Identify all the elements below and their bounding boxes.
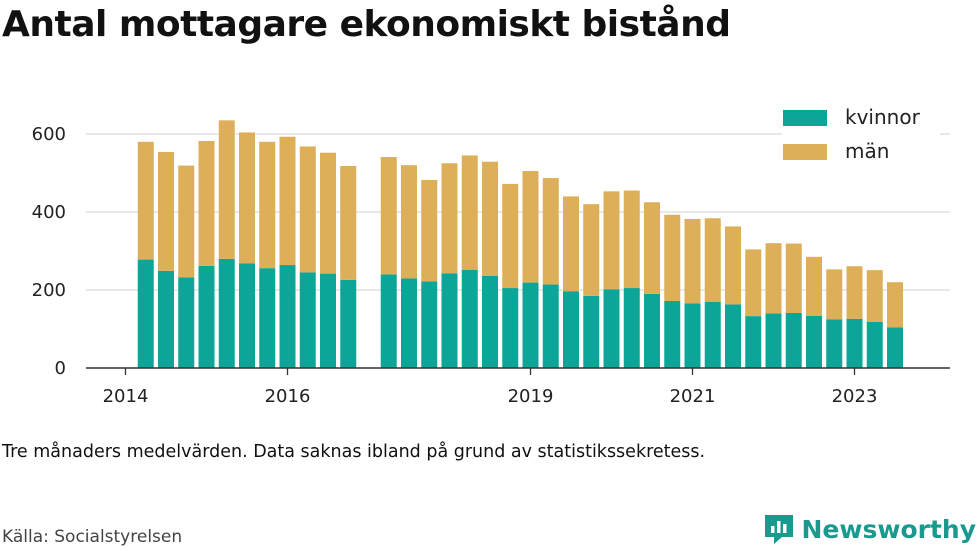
bar-man [380, 157, 397, 275]
bar-man [826, 269, 843, 320]
bar-man [846, 266, 863, 319]
bar-man [806, 256, 822, 316]
bar-man [684, 219, 701, 304]
bar-man [664, 214, 681, 301]
bar-man [218, 120, 235, 259]
bar-man [421, 180, 438, 282]
axes: 0 200 400 600 2014 2016 2019 2021 2023 [32, 124, 950, 407]
bar-man [461, 155, 478, 270]
bar-kvinnor [320, 273, 336, 368]
bar-kvinnor [887, 327, 903, 368]
bar-kvinnor [684, 303, 701, 368]
legend-label-man: män [845, 139, 889, 163]
bar-kvinnor [340, 279, 357, 368]
bar-kvinnor [279, 265, 296, 368]
chart-title: Antal mottagare ekonomiskt bistånd [2, 4, 731, 45]
legend-label-kvinnor: kvinnor [845, 105, 921, 129]
bar-kvinnor [826, 319, 843, 368]
bar-kvinnor [664, 300, 681, 368]
bar-kvinnor [623, 288, 640, 368]
bar-kvinnor [198, 265, 215, 368]
bar-man [259, 141, 276, 269]
bars [137, 120, 903, 368]
bar-man [725, 226, 741, 305]
bar-kvinnor [137, 259, 154, 368]
bar-man [178, 165, 195, 278]
bar-man [866, 270, 883, 322]
brand-logo[interactable]: Newsworthy [762, 512, 977, 546]
bar-kvinnor [218, 258, 235, 368]
bar-kvinnor [745, 316, 762, 368]
x-tick-label: 2014 [103, 386, 149, 407]
bar-man [745, 249, 762, 317]
bar-man [603, 191, 620, 290]
x-tick-label: 2016 [265, 386, 311, 407]
bar-kvinnor [421, 281, 438, 368]
bar-man [522, 171, 539, 283]
bar-kvinnor [704, 301, 721, 368]
bar-kvinnor [866, 321, 883, 368]
bar-kvinnor [239, 263, 255, 368]
bar-kvinnor [441, 273, 458, 368]
x-tick-label: 2021 [670, 386, 716, 407]
bar-kvinnor [583, 295, 600, 368]
newsworthy-logo-icon [764, 515, 793, 544]
bar-kvinnor [178, 277, 195, 368]
source-text: Källa: Socialstyrelsen [2, 527, 183, 547]
bar-man [320, 152, 336, 274]
bar-man [583, 204, 600, 296]
bar-kvinnor [380, 274, 397, 368]
y-tick-label: 0 [55, 358, 66, 379]
bar-man [482, 161, 498, 276]
bar-man [239, 132, 255, 264]
bar-kvinnor [299, 272, 316, 368]
bar-man [704, 218, 721, 302]
bar-kvinnor [563, 291, 579, 368]
bar-man [401, 165, 417, 279]
bar-man [198, 141, 215, 266]
bar-man [299, 146, 316, 273]
bar-kvinnor [603, 289, 620, 368]
bar-kvinnor [542, 284, 559, 368]
y-tick-label: 200 [32, 280, 66, 301]
bar-kvinnor [502, 288, 519, 368]
bar-kvinnor [522, 282, 539, 368]
bar-man [340, 165, 357, 280]
x-tick-label: 2019 [508, 386, 554, 407]
bar-kvinnor [846, 318, 863, 368]
bar-kvinnor [259, 268, 276, 368]
bar-kvinnor [461, 269, 478, 368]
bar-man [563, 196, 579, 292]
bar-man [644, 202, 660, 294]
bar-kvinnor [482, 275, 498, 368]
legend-swatch-kvinnor [783, 110, 827, 126]
brand-name: Newsworthy [801, 514, 977, 544]
bar-man [137, 141, 154, 260]
bar-man [887, 282, 903, 328]
chart-note: Tre månaders medelvärden. Data saknas ib… [2, 442, 706, 462]
bar-kvinnor [725, 304, 741, 368]
legend: kvinnor män [782, 102, 940, 172]
bar-man [502, 183, 519, 289]
y-tick-label: 600 [32, 124, 66, 145]
bar-man [623, 190, 640, 289]
y-tick-label: 400 [32, 202, 66, 223]
bar-kvinnor [158, 270, 174, 368]
bar-man [785, 243, 802, 314]
bar-kvinnor [644, 293, 660, 368]
bar-man [441, 163, 458, 274]
bar-kvinnor [806, 315, 822, 368]
bar-man [542, 178, 559, 285]
bar-kvinnor [401, 278, 417, 368]
bar-kvinnor [765, 313, 782, 368]
x-tick-label: 2023 [832, 386, 878, 407]
legend-swatch-man [783, 144, 827, 160]
bar-kvinnor [785, 313, 802, 368]
bar-man [158, 151, 174, 271]
bar-man [765, 243, 782, 314]
bar-man [279, 136, 296, 266]
